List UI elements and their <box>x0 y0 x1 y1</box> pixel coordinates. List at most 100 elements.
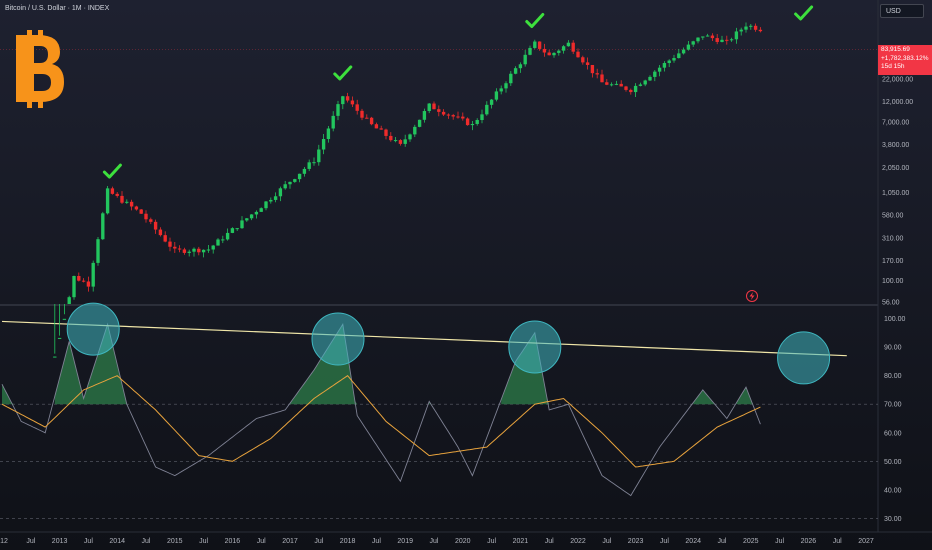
candle <box>393 136 398 143</box>
candle <box>129 199 134 211</box>
candle <box>264 201 268 211</box>
rsi-tick-label: 100.00 <box>884 316 906 323</box>
lightning-icon[interactable] <box>746 290 758 302</box>
candle <box>297 173 302 183</box>
candle <box>379 125 383 130</box>
candle <box>614 80 619 86</box>
candle <box>672 54 676 63</box>
time-tick-label: 2026 <box>801 538 817 545</box>
candle <box>437 105 441 117</box>
time-tick-label: Jul <box>718 538 727 545</box>
rsi-peak-bubble[interactable] <box>66 302 120 356</box>
rsi-tick-label: 70.00 <box>884 402 902 409</box>
time-tick-label: Jul <box>199 538 208 545</box>
candle <box>533 39 537 50</box>
candle <box>753 23 758 32</box>
candle <box>585 57 590 70</box>
candle <box>273 192 278 203</box>
time-tick-label: 2020 <box>455 538 471 545</box>
currency-button[interactable]: USD <box>880 4 924 18</box>
candle <box>341 95 345 110</box>
candle <box>600 69 604 83</box>
candle <box>355 99 359 115</box>
candle <box>259 207 263 212</box>
candle <box>739 27 743 36</box>
candle <box>168 237 172 252</box>
time-tick-label: Jul <box>487 538 496 545</box>
candle <box>312 157 316 166</box>
price-tick-label: 22,000.00 <box>882 77 913 84</box>
candle <box>144 210 148 223</box>
candle <box>456 111 460 119</box>
candle <box>542 43 547 57</box>
candle <box>384 128 388 140</box>
candle <box>638 82 643 87</box>
candle <box>389 132 393 142</box>
candle <box>278 186 283 202</box>
candle <box>269 197 273 204</box>
rsi-peak-bubble[interactable] <box>311 312 365 366</box>
candle <box>681 47 686 55</box>
candle <box>302 166 307 177</box>
time-tick-label: Jul <box>84 538 93 545</box>
rsi-tick-label: 50.00 <box>884 459 902 466</box>
price-tick-label: 12,000.00 <box>882 99 913 106</box>
time-tick-label: Jul <box>26 538 35 545</box>
candle <box>201 249 206 258</box>
time-tick-label: 2024 <box>685 538 701 545</box>
candle <box>705 33 710 37</box>
candle <box>221 235 225 244</box>
rsi-tick-label: 60.00 <box>884 430 902 437</box>
candle <box>537 41 542 51</box>
candle <box>657 65 662 77</box>
candle <box>677 48 681 59</box>
candle <box>240 216 244 229</box>
candle <box>725 35 729 45</box>
rsi-peak-bubble[interactable] <box>508 320 562 374</box>
time-tick-label: 2021 <box>513 538 529 545</box>
rsi-tick-label: 40.00 <box>884 487 902 494</box>
candle <box>192 247 196 257</box>
rsi-peak-bubble[interactable] <box>777 331 831 385</box>
bitcoin-logo-icon <box>16 30 64 108</box>
candle <box>413 124 417 138</box>
candle <box>125 199 129 204</box>
price-tick-label: 2,050.00 <box>882 165 909 172</box>
candle <box>470 120 475 131</box>
symbol-title[interactable]: Bitcoin / U.S. Dollar · 1M · INDEX <box>5 5 110 12</box>
last-price-change: +1,782,383.12% <box>881 54 929 62</box>
candle <box>576 48 580 58</box>
candle <box>691 40 695 47</box>
candle <box>624 85 628 92</box>
rsi-trend-line[interactable] <box>1 320 847 357</box>
candle <box>465 117 470 126</box>
time-tick-label: Jul <box>372 538 381 545</box>
candle <box>403 134 407 147</box>
time-tick-label: 2015 <box>167 538 183 545</box>
candle <box>629 88 633 95</box>
candle <box>701 36 705 40</box>
time-tick-label: 2018 <box>340 538 356 545</box>
candle <box>710 33 715 41</box>
candle <box>245 218 249 222</box>
candle <box>293 178 297 183</box>
candle <box>163 231 167 243</box>
candle <box>643 79 647 87</box>
candle <box>369 116 374 126</box>
candle <box>187 249 191 257</box>
candle <box>67 295 71 304</box>
candle <box>149 217 153 225</box>
time-tick-label: Jul <box>545 538 554 545</box>
candle <box>485 101 489 116</box>
candle <box>686 41 691 51</box>
checkmark-icon <box>102 163 122 179</box>
candle <box>422 108 427 123</box>
candle <box>581 55 585 65</box>
candle <box>360 108 364 121</box>
candle <box>557 49 561 56</box>
candle <box>254 210 259 219</box>
candle <box>571 40 575 55</box>
price-tick-label: 310.00 <box>882 236 904 243</box>
candle <box>216 238 220 246</box>
